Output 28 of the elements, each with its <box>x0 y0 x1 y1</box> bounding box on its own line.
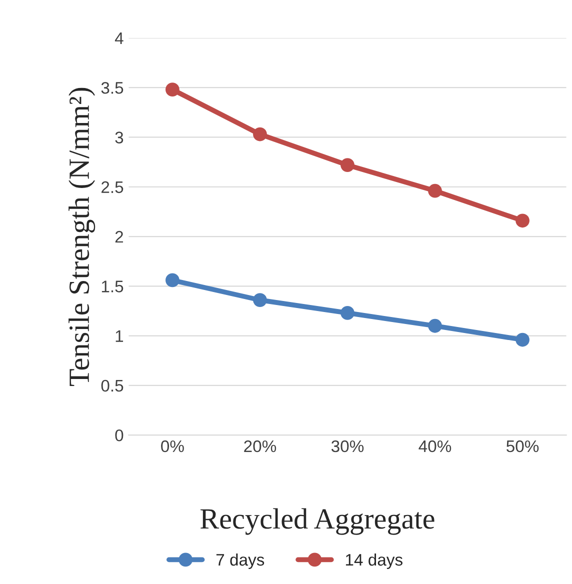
point <box>428 184 442 198</box>
point <box>166 82 180 97</box>
y-tick-label: 1 <box>116 330 124 342</box>
y-tick-label: 3.5 <box>101 82 124 94</box>
x-tick-label: 40% <box>418 440 452 452</box>
x-tick-label: 50% <box>506 440 539 452</box>
point <box>516 332 530 347</box>
y-tick-label: 0.5 <box>101 380 124 392</box>
point <box>340 158 354 172</box>
x-tick-label: 30% <box>331 440 364 452</box>
point <box>428 318 442 333</box>
point <box>166 273 180 288</box>
x-tick-label: 0% <box>161 440 184 452</box>
x-axis-title: Recycled Aggregate <box>200 508 434 535</box>
y-tick-label: 3 <box>115 132 124 144</box>
point <box>253 127 267 142</box>
x-tick-label: 20% <box>244 440 276 452</box>
legend-label: 7 days <box>216 553 264 569</box>
y-tick-label: 4 <box>114 32 124 44</box>
point <box>340 306 354 320</box>
point <box>253 293 267 308</box>
legend-label: 14 days <box>346 553 402 569</box>
point <box>516 214 530 228</box>
y-tick-label: 2.5 <box>102 181 124 194</box>
y-axis-title: Tensile Strength (N/mm²) <box>68 88 96 386</box>
y-tick-label: 1.5 <box>102 280 124 292</box>
y-tick-label: 0 <box>115 429 124 442</box>
y-tick-label: 2 <box>115 230 124 243</box>
